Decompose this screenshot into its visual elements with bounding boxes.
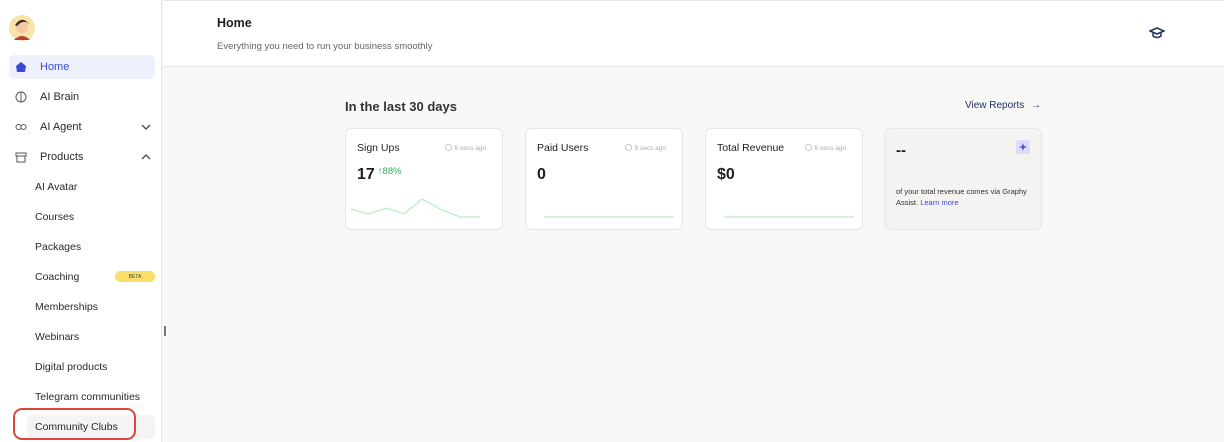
product-item[interactable]: Memberships [27, 295, 155, 319]
value-text: $0 [717, 166, 735, 183]
metric-card: Total Revenue 5 secs ago $0 [705, 128, 863, 230]
nav-icon [15, 152, 27, 163]
card-timestamp: 5 secs ago [624, 144, 666, 152]
sparkle-icon[interactable] [1016, 140, 1030, 154]
nav-label: Home [40, 61, 70, 73]
card-title: Paid Users [537, 142, 589, 154]
product-label: Community Clubs [35, 421, 118, 433]
highlight-box [13, 408, 136, 440]
product-label: Coaching [35, 271, 80, 283]
clock-icon [624, 144, 632, 151]
nav-item[interactable]: AI Agent [9, 115, 155, 139]
product-item[interactable]: Coaching BETA [27, 265, 155, 289]
product-label: Telegram communities [35, 391, 141, 403]
nav-label: AI Agent [40, 121, 82, 133]
product-label: Digital products [35, 361, 108, 373]
clock-icon [444, 144, 452, 151]
assist-value: -- [896, 142, 906, 159]
avatar[interactable] [8, 14, 36, 42]
resize-handle[interactable] [164, 326, 166, 336]
timestamp-text: 5 secs ago [634, 145, 666, 152]
product-item[interactable]: Digital products [27, 355, 155, 379]
nav-label: AI Brain [40, 91, 80, 103]
value-text: 17 [357, 166, 375, 183]
product-item[interactable]: AI Avatar [27, 175, 155, 199]
product-label: Courses [35, 211, 75, 223]
product-label: Packages [35, 241, 82, 253]
nav-item[interactable]: Home [9, 55, 155, 79]
product-item[interactable]: Packages [27, 235, 155, 259]
nav-item[interactable]: AI Brain [9, 85, 155, 109]
nav-icon [15, 91, 27, 103]
metric-card: Paid Users 5 secs ago 0 [525, 128, 683, 230]
card-title: Sign Ups [357, 142, 400, 154]
product-item[interactable]: Webinars [27, 325, 155, 349]
product-item[interactable]: Telegram communities [27, 385, 155, 409]
product-label: AI Avatar [35, 181, 78, 193]
nav-icon [15, 124, 27, 130]
header: Home Everything you need to run your bus… [163, 0, 1224, 67]
beta-badge: BETA [115, 271, 155, 282]
link-text: View Reports [965, 100, 1025, 111]
clock-icon [804, 144, 812, 151]
sparkline [350, 198, 480, 218]
sparkline [724, 216, 854, 218]
timestamp-text: 5 secs ago [814, 145, 846, 152]
card-timestamp: 5 secs ago [804, 144, 846, 152]
sidebar: Home AI Brain AI Agent Products AI Avatar Co… [0, 0, 162, 442]
product-label: Memberships [35, 301, 99, 313]
learn-more-link[interactable]: Learn more [920, 197, 959, 207]
assist-card: -- of your total revenue comes via Graph… [884, 128, 1042, 230]
metric-card: Sign Ups 5 secs ago 17 ↑88% [345, 128, 503, 230]
timestamp-text: 5 secs ago [454, 145, 486, 152]
view-reports-link[interactable]: View Reports → [965, 100, 1042, 111]
product-item[interactable]: Courses [27, 205, 155, 229]
page-title: Home [217, 16, 252, 30]
card-value: 0 [537, 166, 546, 184]
nav-label: Products [40, 151, 84, 163]
assist-description: of your total revenue comes via Graphy A… [896, 187, 1027, 207]
nav-item[interactable]: Products [9, 145, 155, 169]
section-title: In the last 30 days [345, 99, 457, 114]
sparkline [544, 216, 674, 218]
card-title: Total Revenue [717, 142, 785, 154]
product-label: Webinars [35, 331, 80, 343]
value-text: 0 [537, 166, 546, 183]
academy-icon[interactable] [1149, 26, 1165, 40]
chevron [141, 124, 151, 130]
chevron [141, 154, 151, 160]
card-value: $0 [717, 166, 735, 184]
change-indicator: ↑88% [377, 166, 402, 177]
page-subtitle: Everything you need to run your business… [217, 41, 433, 52]
change-text: 88% [382, 166, 402, 177]
assist-text: of your total revenue comes via Graphy A… [896, 187, 1031, 208]
card-value: 17 ↑88% [357, 166, 402, 184]
card-timestamp: 5 secs ago [444, 144, 486, 152]
nav-icon [16, 62, 26, 72]
